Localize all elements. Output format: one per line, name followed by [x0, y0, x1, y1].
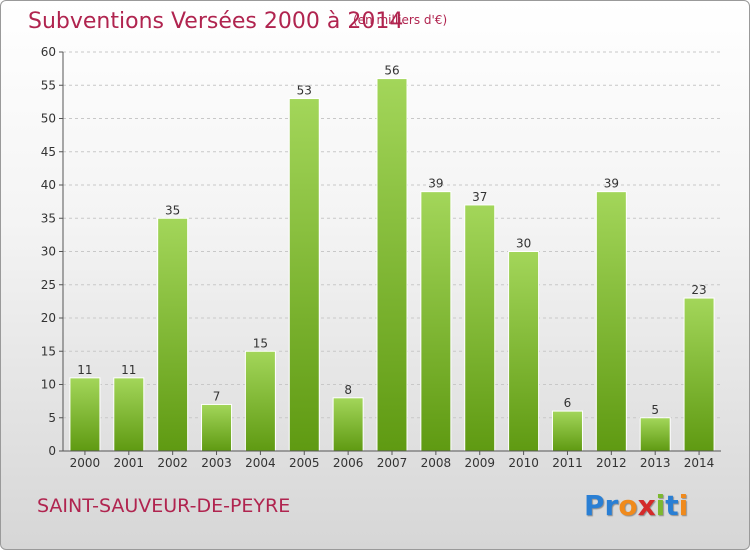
x-tick-label: 2014 [684, 456, 715, 470]
data-label: 30 [516, 237, 531, 251]
x-tick-label: 2007 [377, 456, 408, 470]
data-label: 53 [297, 84, 312, 98]
data-label: 37 [472, 190, 487, 204]
y-tick-label: 60 [41, 45, 56, 59]
x-tick-label: 2008 [421, 456, 452, 470]
y-tick-label: 20 [41, 311, 56, 325]
bar [157, 217, 189, 452]
x-tick-label: 2002 [157, 456, 188, 470]
data-label: 11 [77, 363, 92, 377]
bar [551, 410, 583, 452]
y-tick-label: 0 [48, 444, 56, 458]
data-label: 7 [213, 389, 221, 403]
bar [201, 403, 233, 452]
bar [288, 98, 320, 452]
data-label: 56 [384, 64, 399, 78]
data-label: 39 [428, 177, 443, 191]
y-tick-label: 40 [41, 178, 56, 192]
data-label: 8 [344, 383, 352, 397]
proxiti-logo[interactable]: Proxiti [584, 489, 688, 522]
y-tick-label: 15 [41, 344, 56, 358]
x-tick-label: 2001 [114, 456, 145, 470]
y-tick-label: 35 [41, 211, 56, 225]
chart-subtitle: (en milliers d'€) [353, 13, 448, 27]
logo-letter: i [678, 489, 689, 522]
logo-letter: o [618, 489, 638, 522]
y-tick-label: 5 [48, 411, 56, 425]
logo-letter: i [655, 489, 666, 522]
bar [69, 377, 101, 452]
data-label: 23 [691, 283, 706, 297]
bar [464, 204, 496, 452]
logo-letter: P [584, 489, 605, 522]
data-label: 5 [651, 403, 659, 417]
x-tick-label: 2010 [508, 456, 539, 470]
data-label: 39 [604, 177, 619, 191]
bar [420, 191, 452, 452]
y-tick-label: 30 [41, 245, 56, 259]
bar [244, 350, 276, 452]
y-tick-label: 50 [41, 112, 56, 126]
bar [595, 191, 627, 452]
logo-letter: x [637, 489, 656, 522]
logo-letter: r [604, 489, 619, 522]
x-tick-label: 2011 [552, 456, 583, 470]
data-label: 6 [564, 396, 572, 410]
axes: 0 5 10 15 20 25 30 35 40 45 50 55 60 2000 2001 2002 2003… [41, 45, 721, 470]
y-tick-label: 10 [41, 378, 56, 392]
x-tick-label: 2009 [464, 456, 495, 470]
bar [683, 297, 715, 452]
chart-title: Subventions Versées 2000 à 2014 [28, 9, 404, 34]
y-tick-label: 55 [41, 78, 56, 92]
x-tick-label: 2006 [333, 456, 364, 470]
bar [376, 78, 408, 452]
bar [508, 251, 540, 452]
y-tick-label: 25 [41, 278, 56, 292]
x-tick-label: 2013 [640, 456, 671, 470]
data-label: 15 [253, 336, 268, 350]
x-tick-label: 2012 [596, 456, 627, 470]
bar [113, 377, 145, 452]
data-label: 11 [121, 363, 136, 377]
commune-name: SAINT-SAUVEUR-DE-PEYRE [37, 495, 291, 517]
logo-letter: t [665, 489, 679, 522]
x-tick-label: 2004 [245, 456, 276, 470]
y-tick-label: 45 [41, 145, 56, 159]
x-tick-label: 2005 [289, 456, 320, 470]
bar [639, 417, 671, 452]
bars: 11 11 35 7 15 53 8 56 39 37 30 6 39 5 23 [69, 64, 715, 452]
bar [332, 397, 364, 452]
x-tick-label: 2003 [201, 456, 232, 470]
data-label: 35 [165, 203, 180, 217]
x-tick-label: 2000 [70, 456, 101, 470]
